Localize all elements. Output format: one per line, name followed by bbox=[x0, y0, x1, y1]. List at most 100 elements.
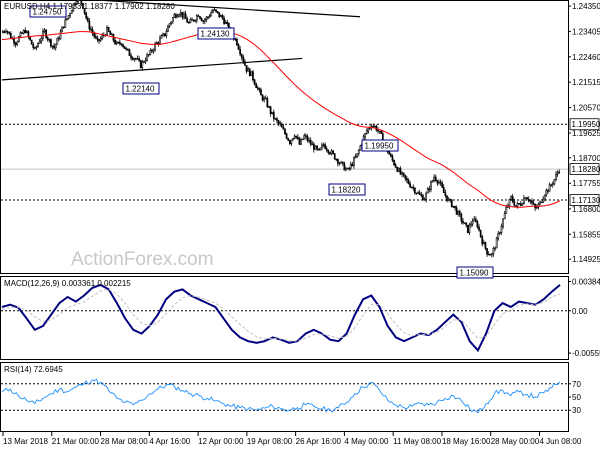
macd-axis-label: 0.00 bbox=[572, 307, 588, 316]
candle-bull bbox=[345, 168, 347, 171]
level-label: 1.15090 bbox=[456, 266, 494, 279]
candle-bull bbox=[195, 15, 198, 21]
rsi-axis-label: 50 bbox=[572, 393, 581, 402]
candle-bull bbox=[17, 36, 20, 43]
price-tag-box bbox=[569, 118, 600, 131]
candle-bear bbox=[410, 186, 413, 189]
candle-bull bbox=[510, 196, 512, 200]
candle-bull bbox=[16, 41, 19, 45]
price-tag-box bbox=[569, 194, 600, 206]
candle-bull bbox=[37, 43, 39, 48]
candle-bear bbox=[96, 37, 99, 40]
candle-bull bbox=[220, 15, 222, 18]
candle-bull bbox=[66, 18, 68, 21]
rsi-panel-frame bbox=[0, 362, 569, 432]
candle-bull bbox=[160, 35, 163, 39]
rsi-axis-label: 70 bbox=[572, 380, 581, 389]
candle-bull bbox=[338, 162, 341, 165]
candle-bull bbox=[194, 19, 197, 22]
candle-bear bbox=[288, 140, 291, 144]
date-axis-label: 19 Apr 08:00 bbox=[247, 437, 293, 446]
candle-bear bbox=[118, 41, 121, 44]
candle-bull bbox=[367, 128, 370, 132]
candle-bear bbox=[316, 145, 318, 150]
candle-bear bbox=[269, 106, 272, 114]
candle-bear bbox=[439, 181, 442, 184]
candle-bull bbox=[359, 145, 362, 151]
candle-bull bbox=[74, 3, 76, 5]
candle-bear bbox=[143, 61, 145, 63]
candle-bear bbox=[218, 12, 221, 18]
candle-bear bbox=[463, 222, 466, 224]
candle-bull bbox=[189, 19, 192, 24]
trendline bbox=[87, 0, 361, 18]
candle-bear bbox=[128, 49, 131, 56]
candle-bear bbox=[253, 79, 256, 85]
macd-signal-line bbox=[1, 288, 561, 342]
level-label: 1.22140 bbox=[122, 82, 160, 95]
candle-bear bbox=[86, 17, 89, 22]
level-label-text: 1.19950 bbox=[365, 142, 394, 151]
candle-bear bbox=[24, 30, 27, 33]
candle-bull bbox=[178, 14, 181, 17]
candle-bull bbox=[59, 31, 62, 40]
level-label-text: 1.24130 bbox=[201, 30, 230, 39]
candle-bear bbox=[511, 196, 514, 202]
candle-bull bbox=[141, 61, 144, 69]
candle-bull bbox=[357, 149, 360, 154]
rsi-chart bbox=[1, 378, 568, 414]
candle-bull bbox=[470, 223, 472, 226]
candle-bull bbox=[542, 198, 545, 203]
price-axis-label: 1.22460 bbox=[572, 53, 600, 62]
candle-bear bbox=[478, 226, 480, 231]
candle-bull bbox=[495, 237, 498, 249]
candle-bull bbox=[457, 211, 460, 215]
candle-bear bbox=[337, 159, 339, 164]
candle-bear bbox=[422, 195, 424, 201]
candle-bear bbox=[127, 48, 129, 51]
candle-bear bbox=[245, 64, 248, 72]
candle-bear bbox=[187, 22, 190, 24]
level-label: 1.24130 bbox=[197, 27, 235, 40]
candle-bear bbox=[418, 192, 421, 195]
candle-bear bbox=[192, 19, 195, 22]
price-axis-label: 1.23405 bbox=[572, 27, 600, 36]
price-axis-label: 1.16800 bbox=[572, 205, 600, 214]
date-axis-label: 4 Jun 08:00 bbox=[539, 437, 581, 446]
candle-bull bbox=[471, 220, 474, 225]
candle-bear bbox=[272, 111, 275, 119]
candle-bear bbox=[82, 2, 84, 9]
candle-bull bbox=[372, 125, 375, 128]
candle-bear bbox=[343, 162, 346, 171]
candle-bear bbox=[216, 11, 219, 13]
candle-bull bbox=[106, 27, 108, 36]
candle-bear bbox=[351, 163, 354, 166]
candle-bear bbox=[518, 203, 520, 205]
candle-bear bbox=[474, 218, 477, 223]
price-tag-text: 1.18280 bbox=[572, 165, 600, 174]
candle-bear bbox=[449, 198, 452, 201]
candle-bear bbox=[466, 224, 469, 233]
candle-bull bbox=[425, 192, 427, 200]
candle-bull bbox=[173, 14, 176, 19]
candle-bull bbox=[545, 189, 548, 196]
candle-bull bbox=[308, 139, 310, 142]
price-tag-box bbox=[569, 163, 600, 176]
candle-bull bbox=[378, 130, 381, 133]
candle-bull bbox=[75, 1, 78, 5]
candle-bull bbox=[69, 13, 72, 16]
level-label-box bbox=[29, 5, 67, 18]
candle-bear bbox=[455, 207, 458, 215]
macd-line bbox=[1, 283, 561, 353]
candle-bull bbox=[25, 31, 28, 33]
candle-bull bbox=[543, 194, 546, 200]
candle-bull bbox=[447, 198, 450, 201]
candle-bear bbox=[226, 22, 229, 24]
candle-bear bbox=[526, 197, 528, 200]
candle-bull bbox=[208, 15, 211, 18]
candle-bull bbox=[247, 68, 249, 72]
candle-bear bbox=[399, 168, 402, 175]
candle-bear bbox=[122, 44, 124, 47]
candle-bear bbox=[240, 53, 243, 58]
date-axis-label: 21 Mar 00:00 bbox=[52, 437, 100, 446]
